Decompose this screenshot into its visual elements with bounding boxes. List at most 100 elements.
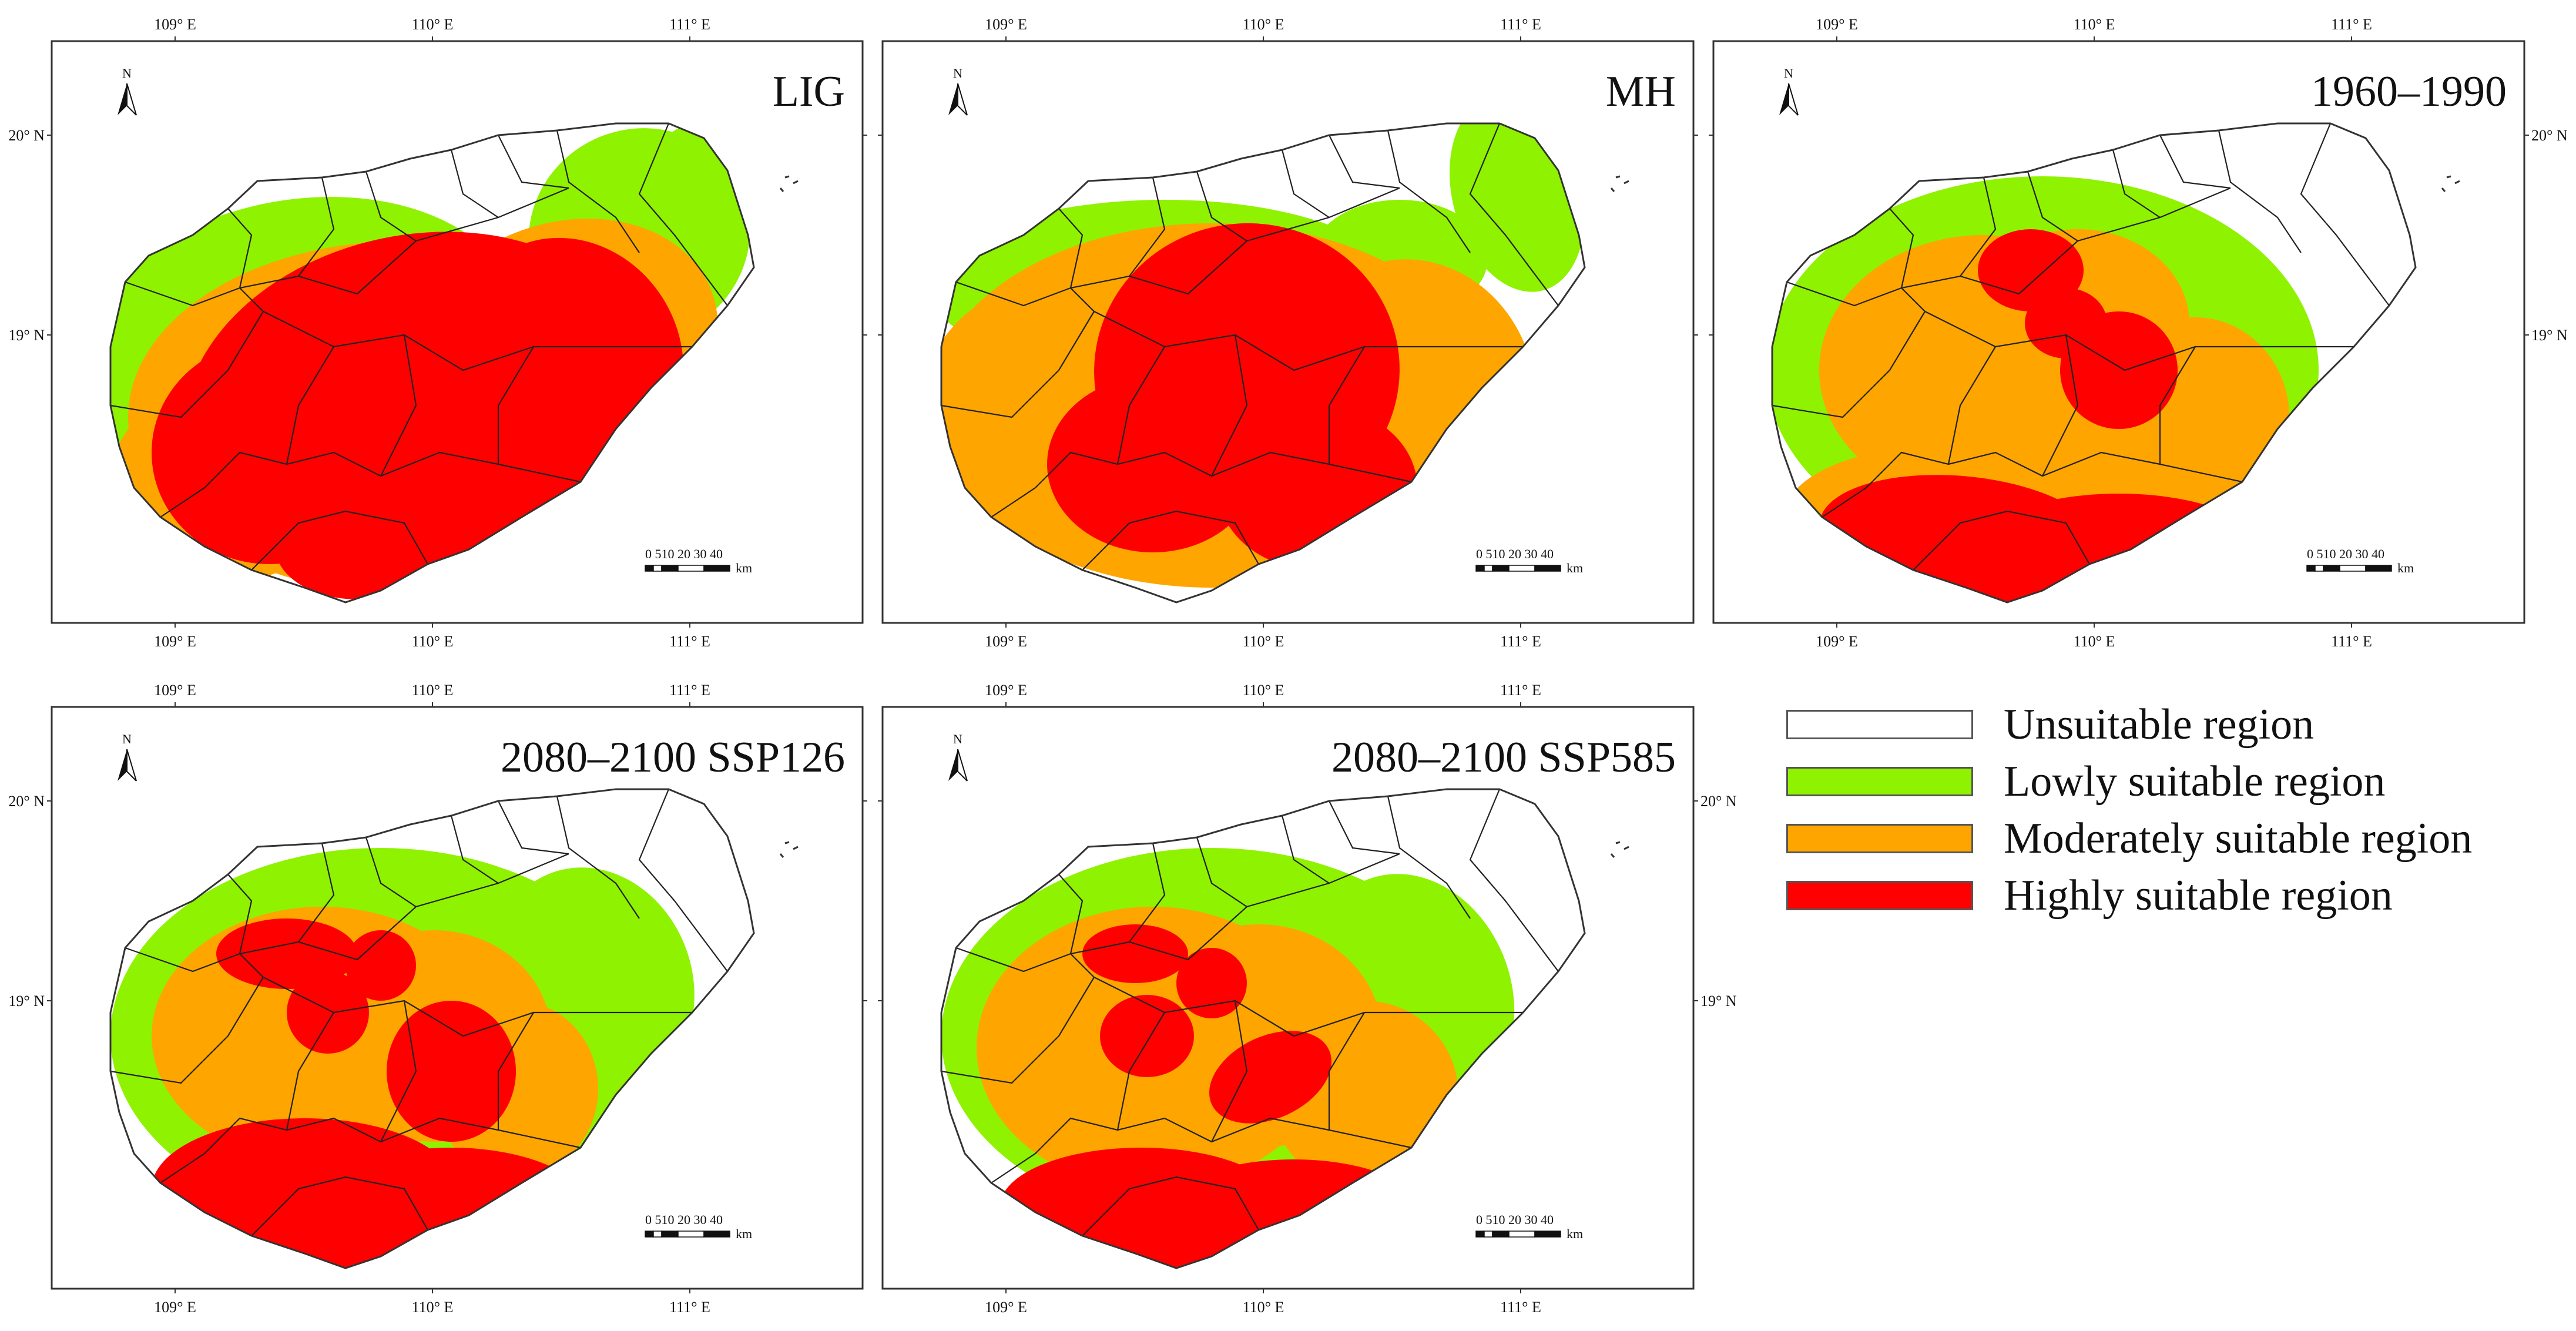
north-arrow-label: N bbox=[122, 66, 132, 81]
latitude-tick-label: 20° N bbox=[8, 793, 45, 810]
island-outline bbox=[940, 788, 1586, 1269]
highly-suitable-area bbox=[1176, 948, 1247, 1018]
longitude-tick-label: 111° E bbox=[2331, 633, 2372, 650]
longitude-tick-label: 111° E bbox=[669, 1299, 710, 1316]
panel-title: 2080–2100 SSP126 bbox=[501, 733, 845, 782]
legend-item-unsuitable: Unsuitable region bbox=[1786, 698, 2550, 751]
islets bbox=[779, 841, 799, 858]
island-outline bbox=[1771, 122, 2417, 604]
legend-label-lowly: Lowly suitable region bbox=[2004, 757, 2386, 806]
legend-label-highly: Highly suitable region bbox=[2004, 871, 2393, 920]
panel-title: 1960–1990 bbox=[2311, 68, 2507, 116]
latitude-tick-label: 19° N bbox=[2531, 327, 2568, 344]
latitude-tick-label: 19° N bbox=[8, 327, 45, 344]
highly-suitable-area bbox=[2060, 311, 2178, 429]
longitude-tick-label: 111° E bbox=[1500, 16, 1541, 33]
map-panel-3: 1960–1990 N 0 510 20 30 40 km 109° E 109° E 11… bbox=[1709, 16, 2568, 650]
county-boundaries bbox=[941, 789, 1559, 1236]
highly-suitable-area bbox=[387, 1001, 516, 1142]
highly-suitable-area bbox=[275, 494, 440, 599]
north-arrow-label: N bbox=[1784, 66, 1793, 81]
scale-bar-numbers: 0 510 20 30 40 bbox=[1476, 547, 1554, 561]
longitude-tick-label: 110° E bbox=[1243, 1299, 1284, 1316]
scale-bar-unit: km bbox=[736, 561, 752, 575]
legend-swatch-moderately bbox=[1786, 824, 1973, 853]
highly-suitable-area bbox=[1047, 376, 1259, 552]
island-outline bbox=[109, 788, 755, 1269]
longitude-tick-label: 110° E bbox=[1243, 682, 1284, 699]
longitude-tick-label: 110° E bbox=[412, 1299, 454, 1316]
latitude-tick-label: 20° N bbox=[8, 127, 45, 144]
scale-bar-unit: km bbox=[1567, 561, 1583, 575]
highly-suitable-area bbox=[216, 918, 357, 989]
scale-bar: 0 510 20 30 40 km bbox=[1475, 1212, 1583, 1241]
scale-bar-unit: km bbox=[736, 1226, 752, 1241]
longitude-tick-label: 109° E bbox=[154, 682, 196, 699]
longitude-tick-label: 109° E bbox=[1816, 633, 1858, 650]
island-outline bbox=[940, 122, 1586, 604]
map-panel-4: 2080–2100 SSP126 N 0 510 20 30 40 km 109° E 1… bbox=[8, 682, 867, 1316]
scale-bar-unit: km bbox=[2397, 561, 2414, 575]
island-outline bbox=[109, 122, 755, 604]
highly-suitable-area bbox=[1100, 995, 1194, 1077]
panel-title: 2080–2100 SSP585 bbox=[1331, 733, 1676, 782]
north-arrow-icon: N bbox=[118, 66, 137, 116]
highly-suitable-area bbox=[1209, 1031, 1331, 1124]
latitude-tick-label: 19° N bbox=[8, 993, 45, 1010]
islets bbox=[1610, 841, 1629, 858]
longitude-tick-label: 109° E bbox=[985, 16, 1027, 33]
map-panel-5: 2080–2100 SSP585 N 0 510 20 30 40 km 109° E 1… bbox=[878, 682, 1737, 1316]
suitability-fill bbox=[941, 789, 1585, 1268]
longitude-tick-label: 111° E bbox=[1500, 682, 1541, 699]
longitude-tick-label: 109° E bbox=[154, 633, 196, 650]
longitude-tick-label: 109° E bbox=[1816, 16, 1858, 33]
longitude-tick-label: 109° E bbox=[154, 1299, 196, 1316]
longitude-tick-label: 111° E bbox=[1500, 1299, 1541, 1316]
map-panel-2: MH N 0 510 20 30 40 km 109° E 109° E 110° E 110… bbox=[878, 16, 1698, 650]
legend-item-lowly: Lowly suitable region bbox=[1786, 755, 2550, 808]
islets bbox=[779, 175, 799, 192]
legend-swatch-lowly bbox=[1786, 767, 1973, 796]
county-boundaries bbox=[110, 123, 728, 571]
latitude-tick-label: 20° N bbox=[1700, 793, 1737, 810]
county-boundaries bbox=[110, 789, 728, 1236]
longitude-tick-label: 110° E bbox=[412, 633, 454, 650]
highly-suitable-area bbox=[287, 971, 369, 1054]
longitude-tick-label: 110° E bbox=[2074, 633, 2115, 650]
highly-suitable-area bbox=[1135, 1218, 1276, 1268]
latitude-tick-label: 20° N bbox=[2531, 127, 2568, 144]
suitability-fill bbox=[110, 789, 754, 1268]
panel-title: MH bbox=[1606, 68, 1676, 116]
islets bbox=[1610, 175, 1629, 192]
north-arrow-icon: N bbox=[948, 732, 968, 782]
scale-bar-numbers: 0 510 20 30 40 bbox=[2307, 547, 2384, 561]
longitude-tick-label: 110° E bbox=[412, 16, 454, 33]
scale-bar-numbers: 0 510 20 30 40 bbox=[645, 547, 723, 561]
scale-bar-unit: km bbox=[1567, 1226, 1583, 1241]
scale-bar: 0 510 20 30 40 km bbox=[645, 547, 752, 575]
legend-item-highly: Highly suitable region bbox=[1786, 869, 2550, 922]
longitude-tick-label: 109° E bbox=[985, 633, 1027, 650]
longitude-tick-label: 110° E bbox=[412, 682, 454, 699]
north-arrow-icon: N bbox=[1779, 66, 1799, 116]
longitude-tick-label: 111° E bbox=[669, 633, 710, 650]
longitude-tick-label: 111° E bbox=[1500, 633, 1541, 650]
suitability-fill bbox=[941, 123, 1585, 602]
county-boundaries bbox=[941, 123, 1559, 571]
legend-label-moderately: Moderately suitable region bbox=[2004, 814, 2473, 863]
longitude-tick-label: 110° E bbox=[1243, 633, 1284, 650]
north-arrow-icon: N bbox=[118, 732, 137, 782]
legend-item-moderately: Moderately suitable region bbox=[1786, 812, 2550, 865]
north-arrow-icon: N bbox=[948, 66, 968, 116]
longitude-tick-label: 109° E bbox=[154, 16, 196, 33]
scale-bar-numbers: 0 510 20 30 40 bbox=[645, 1212, 723, 1227]
longitude-tick-label: 111° E bbox=[669, 16, 710, 33]
highly-suitable-area bbox=[346, 930, 416, 1001]
legend-swatch-highly bbox=[1786, 881, 1973, 910]
latitude-tick-label: 19° N bbox=[1700, 993, 1737, 1010]
longitude-tick-label: 110° E bbox=[2074, 16, 2115, 33]
legend-swatch-unsuitable bbox=[1786, 710, 1973, 739]
longitude-tick-label: 110° E bbox=[1243, 16, 1284, 33]
scale-bar-numbers: 0 510 20 30 40 bbox=[1476, 1212, 1554, 1227]
